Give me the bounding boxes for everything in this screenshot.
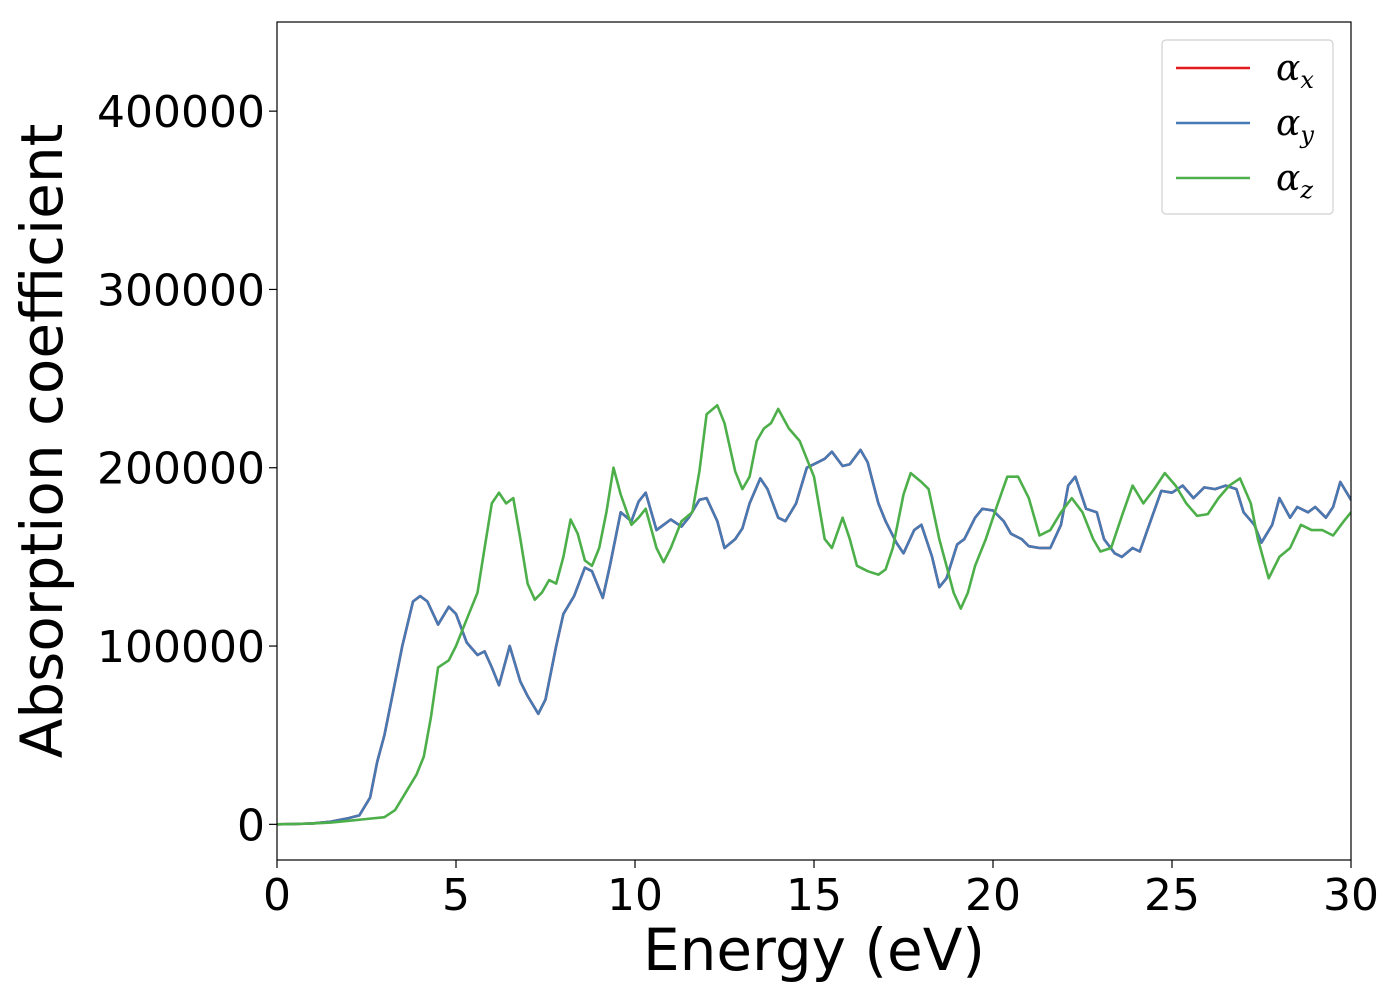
- y-tick-label: 0: [237, 800, 265, 851]
- y-tick-label: 100000: [97, 622, 265, 673]
- legend-label-base: α: [1276, 48, 1300, 89]
- y-tick-label: 300000: [97, 265, 265, 316]
- x-tick-label: 10: [607, 870, 663, 921]
- y-axis-ticks: 0 100000 200000 300000 400000: [97, 87, 277, 851]
- series-line-z: [277, 404, 1351, 826]
- legend-label-sub: x: [1300, 66, 1314, 94]
- series-line-y: [277, 448, 1351, 826]
- x-tick-label: 30: [1323, 870, 1379, 921]
- legend-label-sub: y: [1299, 121, 1314, 149]
- legend-label-z: αz: [1276, 158, 1313, 204]
- legend-label-y: αy: [1276, 103, 1314, 149]
- legend-label-base: α: [1276, 158, 1300, 199]
- x-tick-label: 0: [263, 870, 291, 921]
- y-tick-label: 200000: [97, 444, 265, 495]
- y-tick-label: 400000: [97, 87, 265, 138]
- series-layer: [277, 404, 1351, 826]
- x-axis-title: Energy (eV): [643, 916, 985, 984]
- x-tick-label: 5: [442, 870, 470, 921]
- x-tick-label: 20: [965, 870, 1021, 921]
- legend-label-x: αx: [1276, 48, 1314, 94]
- legend-box: [1161, 39, 1334, 215]
- x-axis-ticks: 0 5 10 15 20 25 30: [263, 860, 1379, 921]
- x-tick-label: 25: [1144, 870, 1200, 921]
- x-tick-label: 15: [786, 870, 842, 921]
- y-axis-title: Absorption coefficient: [8, 124, 76, 759]
- legend-label-sub: z: [1299, 176, 1313, 204]
- legend-label-base: α: [1276, 103, 1300, 144]
